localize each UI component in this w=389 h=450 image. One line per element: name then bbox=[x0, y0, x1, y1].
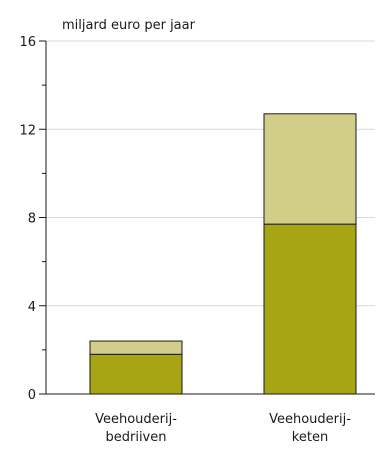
y-tick-label: 8 bbox=[28, 212, 36, 227]
bar-segment-2-2 bbox=[263, 113, 357, 225]
x-category-label: Veehouderij- bbox=[95, 412, 177, 427]
y-tick-label: 0 bbox=[28, 388, 36, 403]
bar-segment-1-1 bbox=[89, 353, 183, 395]
y-tick-label: 4 bbox=[28, 300, 36, 315]
x-category-label: Veehouderij- bbox=[269, 412, 351, 427]
x-category-label: bedriiven bbox=[105, 430, 166, 445]
labels: 0 4 8 12 16 Veehouderij-bedriiven Veehouderij-… bbox=[19, 35, 351, 445]
bar-segment-2-1 bbox=[263, 223, 357, 395]
y-tick-label: 12 bbox=[19, 123, 36, 138]
x-category-label: keten bbox=[292, 430, 328, 445]
axes bbox=[39, 40, 375, 395]
bar-segment-1-2 bbox=[89, 340, 183, 355]
bars bbox=[89, 113, 357, 395]
y-axis-label: miljard euro per jaar bbox=[62, 18, 196, 33]
y-tick-label: 16 bbox=[19, 35, 36, 50]
